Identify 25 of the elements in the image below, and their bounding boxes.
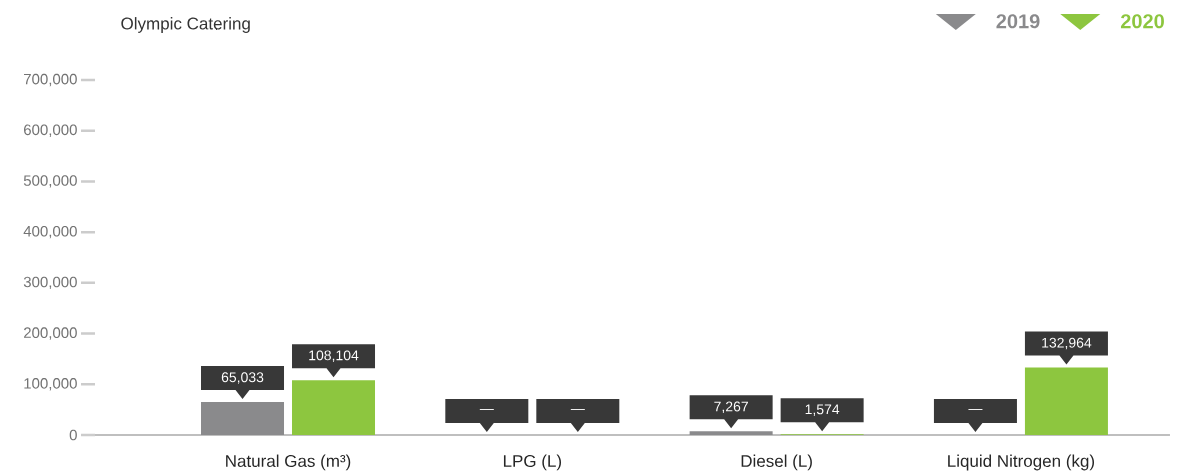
bar <box>689 431 773 435</box>
y-tick-label: 400,000 <box>23 225 77 239</box>
x-tick-label: Liquid Nitrogen (kg) <box>948 454 1095 471</box>
data-label: 7,267 <box>714 401 748 414</box>
x-tick-label: Diesel (L) <box>741 454 812 471</box>
y-tick-label: 600,000 <box>24 124 77 137</box>
data-label: 1,574 <box>805 404 840 416</box>
legend-label: 2019 <box>996 14 1040 29</box>
text: — <box>479 409 494 410</box>
y-tick-label: 0 <box>69 429 77 441</box>
y-tick-label: 500,000 <box>23 175 77 188</box>
data-label: 108,104 <box>309 350 359 362</box>
text: — <box>968 409 983 410</box>
bar <box>201 402 285 435</box>
data-label: 132,964 <box>1042 337 1092 350</box>
y-tick-label: 700,000 <box>24 73 77 87</box>
x-tick-label: LPG (L) <box>503 454 562 471</box>
y-tick-label: 200,000 <box>24 327 77 340</box>
text: — <box>570 409 585 410</box>
y-tick-label: 300,000 <box>23 276 77 290</box>
chart-title: Olympic Catering <box>121 17 250 33</box>
legend-label: 2020 <box>1120 14 1164 29</box>
y-tick-label: 100,000 <box>24 378 77 391</box>
data-label: 65,033 <box>221 372 264 384</box>
x-tick-label: Natural Gas (m³) <box>226 454 351 471</box>
